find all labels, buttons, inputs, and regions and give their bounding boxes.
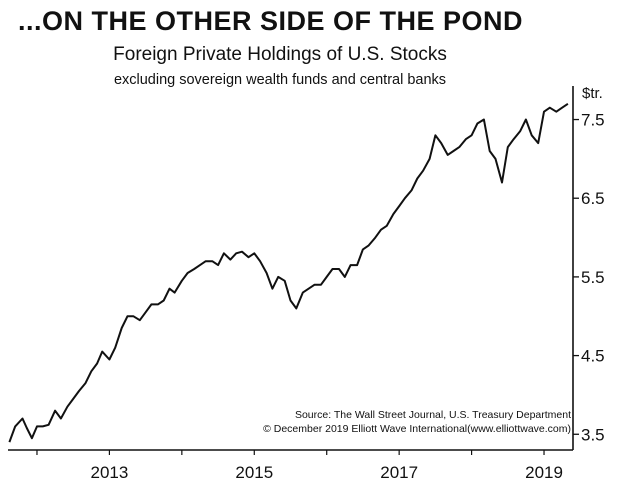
chart-note: excluding sovereign wealth funds and cen… — [113, 72, 447, 88]
y-tick-label: 4.5 — [581, 347, 605, 366]
series-line — [8, 102, 569, 443]
chart-subtitle: Foreign Private Holdings of U.S. Stocks — [113, 44, 447, 65]
y-tick-label: 7.5 — [581, 111, 605, 130]
y-tick-label: 3.5 — [581, 425, 605, 444]
y-tick-label: 6.5 — [581, 189, 605, 208]
series-group — [8, 102, 569, 443]
chart-title: ...ON THE OTHER SIDE OF THE POND — [18, 6, 524, 36]
copyright-note: © December 2019 Elliott Wave Internation… — [263, 423, 571, 435]
source-note: Source: The Wall Street Journal, U.S. Tr… — [295, 409, 571, 421]
y-tick-label: 5.5 — [581, 268, 605, 287]
y-unit-label: $tr. — [582, 85, 603, 102]
x-tick-label: 2017 — [380, 463, 418, 482]
x-tick-label: 2019 — [525, 463, 563, 482]
chart-axes — [8, 86, 574, 451]
axis-ticks: 3.5 4.5 5.5 6.5 7.5 2013 2015 2017 2019 — [36, 111, 605, 482]
x-tick-label: 2013 — [90, 463, 128, 482]
x-tick-label: 2015 — [235, 463, 273, 482]
